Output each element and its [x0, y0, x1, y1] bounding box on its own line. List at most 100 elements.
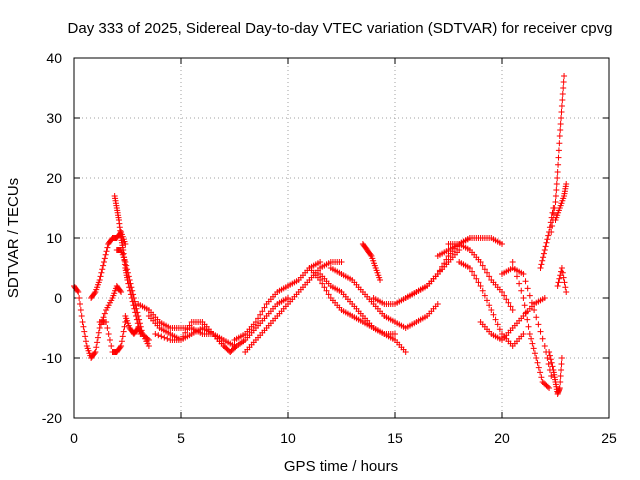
data-point — [501, 292, 508, 299]
data-point — [82, 338, 89, 345]
data-point — [96, 325, 103, 331]
data-point — [538, 261, 545, 268]
data-point — [555, 147, 562, 154]
data-point — [546, 385, 553, 391]
data-point — [125, 273, 132, 280]
data-point — [494, 321, 501, 328]
series-arc-14 — [317, 271, 398, 337]
data-point — [531, 307, 538, 313]
chart-title: Day 333 of 2025, Sidereal Day-to-day VTE… — [68, 20, 613, 37]
data-point — [100, 259, 107, 265]
data-point — [180, 333, 187, 340]
data-point — [479, 262, 486, 269]
data-point — [123, 262, 130, 269]
data-point — [555, 279, 562, 286]
data-point — [135, 313, 142, 319]
data-point — [555, 161, 562, 168]
data-point — [93, 344, 100, 351]
data-point — [544, 236, 551, 243]
data-point — [323, 287, 330, 294]
series-arc-10 — [227, 295, 291, 355]
data-point — [549, 209, 556, 216]
data-point — [557, 373, 564, 379]
data-point — [559, 91, 566, 97]
data-point — [101, 255, 108, 262]
data-point — [81, 328, 88, 335]
data-point — [119, 333, 126, 340]
data-point — [486, 302, 493, 309]
data-point — [252, 319, 259, 325]
series-arc-22 — [456, 259, 527, 349]
y-tick-label: -20 — [42, 410, 62, 426]
data-point — [257, 311, 264, 318]
data-point — [560, 85, 567, 91]
data-point — [548, 229, 555, 235]
data-point — [136, 316, 143, 323]
data-point — [556, 275, 563, 282]
data-point — [138, 327, 145, 334]
data-point — [509, 307, 516, 313]
data-point — [543, 239, 550, 246]
data-point — [553, 181, 560, 187]
data-point — [441, 260, 448, 267]
data-point — [92, 349, 99, 355]
series-arc-25 — [509, 259, 553, 391]
data-point — [544, 383, 551, 390]
data-point — [528, 299, 535, 306]
data-point — [436, 267, 443, 274]
data-point — [526, 292, 533, 299]
x-tick-label: 15 — [387, 430, 403, 446]
data-point — [558, 265, 565, 271]
data-point — [558, 109, 565, 115]
x-tick-label: 5 — [177, 430, 185, 446]
data-point — [259, 308, 266, 315]
series-arc-11 — [231, 259, 324, 343]
x-tick-label: 25 — [601, 430, 617, 446]
data-point — [481, 292, 488, 299]
data-point — [443, 256, 450, 263]
x-tick-label: 0 — [70, 430, 78, 446]
data-point — [118, 343, 125, 349]
data-point — [402, 349, 409, 355]
data-point — [560, 274, 567, 281]
data-point — [471, 272, 478, 279]
data-point — [534, 359, 541, 366]
data-point — [79, 319, 86, 325]
data-point — [558, 355, 565, 361]
data-point — [541, 343, 548, 349]
data-point — [488, 307, 495, 313]
data-point — [553, 187, 560, 193]
data-point — [548, 359, 555, 366]
data-point — [549, 363, 556, 370]
data-point — [559, 97, 566, 103]
data-point — [75, 289, 82, 295]
data-points — [71, 73, 570, 397]
series-arc-6 — [113, 247, 152, 349]
data-point — [551, 205, 558, 211]
data-point — [561, 279, 568, 286]
data-point — [552, 193, 559, 199]
data-point — [317, 277, 324, 283]
data-point — [108, 343, 115, 349]
data-point — [477, 283, 484, 289]
data-point — [529, 340, 536, 347]
data-point — [535, 364, 542, 371]
data-point — [507, 303, 514, 310]
data-point — [118, 289, 125, 295]
data-point — [509, 259, 516, 265]
data-point — [520, 271, 527, 277]
data-point — [539, 335, 546, 342]
data-point — [473, 275, 480, 282]
data-point — [439, 263, 446, 270]
data-point — [520, 295, 527, 301]
data-point — [94, 339, 101, 346]
data-point — [130, 295, 137, 301]
data-point — [513, 273, 520, 280]
data-point — [492, 316, 499, 323]
data-point — [525, 323, 532, 330]
data-point — [77, 307, 84, 313]
y-tick-label: 0 — [54, 290, 62, 306]
data-point — [477, 259, 484, 265]
